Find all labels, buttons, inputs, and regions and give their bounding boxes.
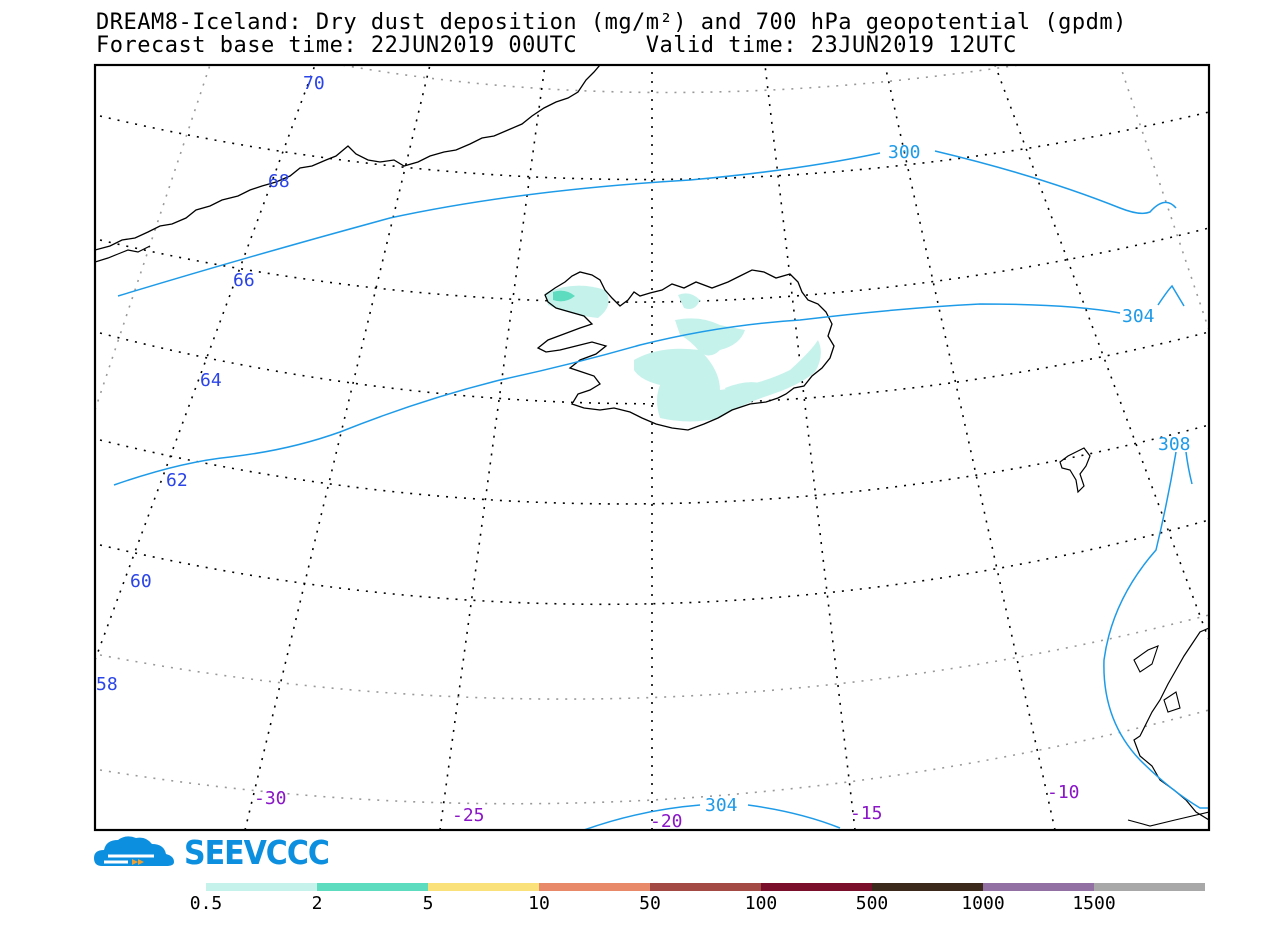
contour-label-304-south: 304 <box>705 795 738 816</box>
colorbar-segment <box>1094 883 1205 891</box>
colorbar-segment <box>317 883 428 891</box>
longitude-gridlines <box>95 65 1209 830</box>
contour-labels: 300 304 308 304 <box>705 142 1191 816</box>
geopotential-contours <box>113 150 1209 830</box>
colorbar-segment <box>428 883 539 891</box>
colorbar-segment <box>872 883 983 891</box>
lon-label-minus20: -20 <box>650 811 683 832</box>
faroe-islands <box>1059 447 1091 494</box>
lon-label-minus30: -30 <box>254 788 287 809</box>
map-frame <box>93 63 1211 832</box>
latitude-gridlines <box>99 65 1209 805</box>
colorbar-labels: 0.5 2 5 10 50 100 500 1000 1500 <box>0 893 1271 915</box>
iceland-coastline <box>536 269 835 431</box>
latitude-labels: 70 68 66 64 62 60 58 <box>96 73 325 695</box>
lon-label-minus25: -25 <box>452 805 485 826</box>
contour-label-308: 308 <box>1158 434 1191 455</box>
colorbar-label: 100 <box>744 893 778 914</box>
lat-label-60: 60 <box>130 571 152 592</box>
colorbar-label: 10 <box>528 893 550 914</box>
greenland-coastline <box>95 65 601 251</box>
lat-label-58: 58 <box>96 674 118 695</box>
lon-label-minus15: -15 <box>850 803 883 824</box>
colorbar-label: 0.5 <box>189 893 223 914</box>
colorbar-label: 1500 <box>1072 893 1116 914</box>
longitude-labels: -30 -25 -20 -15 -10 <box>254 782 1080 832</box>
contour-label-300: 300 <box>888 142 921 163</box>
lat-label-68: 68 <box>268 171 290 192</box>
map-title: DREAM8-Iceland: Dry dust deposition (mg/… <box>96 10 1127 35</box>
colorbar-label: 5 <box>422 893 434 914</box>
lat-label-70: 70 <box>303 73 325 94</box>
map-subtitle: Forecast base time: 22JUN2019 00UTC Vali… <box>96 33 1017 58</box>
colorbar-segment <box>650 883 761 891</box>
lat-label-62: 62 <box>166 470 188 491</box>
colorbar-segment <box>983 883 1094 891</box>
colorbar-segment <box>539 883 650 891</box>
colorbar <box>206 883 1205 891</box>
logo-text: SEEVCCC <box>184 834 330 873</box>
lon-label-minus10: -10 <box>1047 782 1080 803</box>
colorbar-segment <box>206 883 317 891</box>
colorbar-label: 1000 <box>961 893 1005 914</box>
contour-label-304-east: 304 <box>1122 306 1155 327</box>
lat-label-64: 64 <box>200 370 222 391</box>
dust-deposition-shading <box>545 285 821 422</box>
cloud-logo-icon <box>94 836 174 866</box>
colorbar-label: 500 <box>855 893 889 914</box>
colorbar-segment <box>761 883 872 891</box>
lat-label-66: 66 <box>233 270 255 291</box>
map-area <box>95 65 1209 830</box>
colorbar-label: 2 <box>311 893 323 914</box>
colorbar-label: 50 <box>639 893 661 914</box>
norway-coastline <box>1133 627 1209 821</box>
